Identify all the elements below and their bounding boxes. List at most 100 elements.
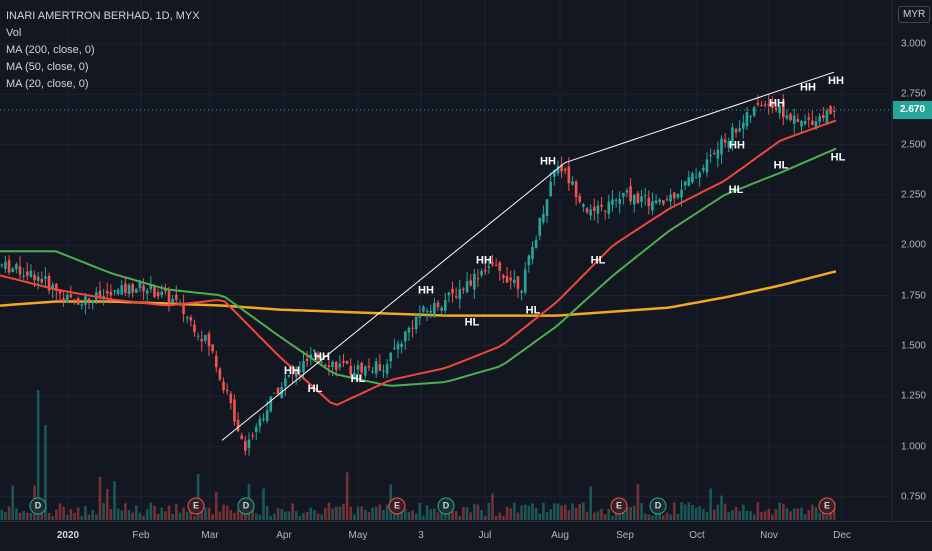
volume-bar (124, 503, 127, 520)
volume-bar (647, 514, 651, 520)
volume-bar (796, 508, 800, 520)
candle-body (527, 255, 531, 266)
candle-body (153, 286, 156, 297)
dividend-event-icon[interactable]: D (649, 497, 667, 515)
candle-body (662, 200, 665, 205)
dividend-event-icon[interactable]: D (437, 497, 455, 515)
volume-bar (313, 509, 316, 520)
volume-bar (4, 512, 7, 520)
candle-body (749, 116, 752, 118)
candle-body (87, 298, 91, 301)
volume-bar (15, 508, 18, 520)
volume-bar (7, 506, 11, 520)
volume-bar (273, 513, 276, 520)
volume-bar (113, 481, 116, 520)
volume-bar (709, 488, 712, 520)
volume-bar (549, 509, 552, 520)
volume-bar (171, 514, 174, 520)
volume-bar (545, 512, 549, 520)
candle-body (214, 355, 218, 368)
candle-body (516, 276, 520, 289)
candle-body (792, 115, 796, 124)
volume-bar (320, 514, 323, 520)
volume-bar (818, 512, 821, 520)
earnings-event-icon[interactable]: E (388, 497, 406, 515)
earnings-event-icon[interactable]: E (187, 497, 205, 515)
dividend-event-icon[interactable]: D (237, 497, 255, 515)
candle-body (73, 299, 76, 302)
price-axis[interactable]: 3.000 2.750 2.500 2.250 2.000 1.750 1.50… (892, 0, 932, 520)
candle-body (69, 294, 73, 298)
candle-body (443, 300, 447, 311)
time-tick: Sep (616, 530, 634, 541)
volume-bar (527, 505, 531, 520)
legend-ma50[interactable]: MA (50, close, 0) (6, 61, 89, 73)
candle-body (592, 206, 596, 211)
volume-bar (36, 390, 40, 520)
volume-bar (774, 509, 778, 520)
candle-body (502, 275, 505, 278)
volume-bar (513, 502, 516, 520)
volume-bar (585, 511, 589, 520)
candle-body (269, 396, 273, 412)
time-tick: May (348, 530, 368, 541)
candle-body (742, 122, 745, 129)
legend-vol[interactable]: Vol (6, 27, 22, 39)
candle-body (658, 199, 662, 203)
earnings-event-icon[interactable]: E (818, 497, 836, 515)
legend-symbol[interactable]: INARI AMERTRON BERHAD, 1D, MYX (6, 10, 200, 22)
dividend-event-icon[interactable]: D (29, 497, 47, 515)
volume-bar (145, 509, 149, 520)
candle-body (222, 381, 225, 391)
candle-body (574, 181, 578, 197)
time-axis[interactable]: 2020 Feb Mar Apr May 3 Jul Aug Sep Oct N… (0, 521, 932, 551)
candle-body (632, 194, 636, 205)
candle-body (709, 154, 712, 157)
volume-bar (214, 491, 218, 520)
candle-body (476, 278, 480, 280)
volume-bar (742, 504, 745, 520)
candle-body (276, 387, 280, 395)
volume-bars (0, 390, 836, 520)
candle-body (596, 205, 600, 214)
volume-bar (367, 511, 371, 520)
candle-body (229, 393, 233, 404)
candle-body (578, 196, 582, 202)
candle-body (545, 199, 549, 216)
candle-body (469, 280, 473, 286)
candle-body (451, 288, 454, 294)
candle-body (643, 195, 647, 197)
volume-bar (25, 512, 29, 520)
volume-bar (11, 485, 15, 520)
candle-body (738, 128, 741, 132)
currency-badge[interactable]: MYR (898, 6, 931, 23)
volume-bar (407, 511, 411, 520)
candle-body (436, 302, 440, 308)
candle-body (625, 190, 629, 193)
earnings-event-icon[interactable]: E (610, 497, 628, 515)
legend-ma200[interactable]: MA (200, close, 0) (6, 44, 95, 56)
candle-body (265, 410, 269, 421)
volume-bar (578, 504, 582, 520)
volume-bar (680, 502, 683, 520)
volume-bar (240, 509, 244, 520)
pattern-label: HH (729, 140, 745, 152)
volume-bar (676, 513, 680, 520)
volume-bar (491, 493, 494, 520)
candle-body (342, 361, 345, 363)
volume-bar (207, 507, 211, 520)
volume-bar (487, 502, 491, 520)
volume-bar (683, 504, 687, 520)
candle-body (291, 372, 294, 374)
pattern-label: HL (831, 152, 846, 164)
candle-body (47, 275, 51, 291)
candle-body (185, 317, 189, 319)
candle-body (65, 294, 69, 303)
candle-body (705, 159, 709, 173)
candle-body (491, 262, 494, 265)
legend-ma20[interactable]: MA (20, close, 0) (6, 78, 89, 90)
candle-body (167, 290, 171, 304)
price-tick: 2.250 (900, 189, 926, 201)
volume-bar (807, 510, 811, 520)
price-chart[interactable]: HH HH HL HH HL HL HH HL HH HL HH HH HL HL HH HH HL (0, 0, 932, 521)
